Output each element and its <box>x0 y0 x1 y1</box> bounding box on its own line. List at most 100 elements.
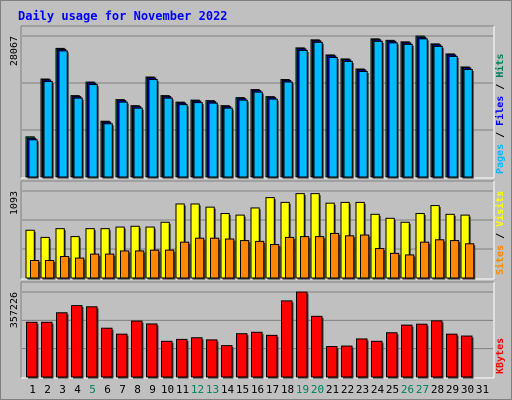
x-tick-label-1: 1 <box>29 383 36 396</box>
bar-kbytes-23 <box>356 338 369 379</box>
legend-text-sites-visits: Sites / Visits <box>494 191 506 275</box>
bar-pages-13 <box>208 102 219 179</box>
bar-kbytes-19-face <box>296 291 308 378</box>
bar-sites-12 <box>195 237 206 280</box>
x-tick-label-7: 7 <box>119 383 126 396</box>
bar-pages-1 <box>28 139 39 179</box>
bar-sites-27-face <box>420 241 430 279</box>
y-max-label-pages-files-hits: 28067 <box>9 36 20 66</box>
bar-pages-30-face <box>463 68 473 178</box>
bar-kbytes-14 <box>221 345 234 379</box>
panel-pages-files-hits: 28067 <box>9 25 495 179</box>
bar-sites-8 <box>135 250 146 280</box>
bar-kbytes-7 <box>116 333 129 379</box>
bar-sites-26 <box>405 254 416 280</box>
bar-sites-1-face <box>30 259 40 279</box>
x-tick-label-16: 16 <box>251 383 264 396</box>
x-tick-label-25: 25 <box>386 383 399 396</box>
bar-sites-3 <box>60 256 71 280</box>
bar-pages-11 <box>178 104 189 179</box>
bar-kbytes-2 <box>41 321 54 379</box>
bar-pages-19-face <box>298 49 308 178</box>
legend-sites-visits: Sites / Visits <box>494 191 506 275</box>
legend-kbytes: KBytes <box>495 338 506 374</box>
legend-separator: / <box>495 78 506 96</box>
bar-kbytes-18-face <box>281 300 293 378</box>
bar-pages-10-face <box>163 97 173 178</box>
bar-kbytes-9-face <box>146 323 158 378</box>
bar-sites-15 <box>240 240 251 280</box>
bar-sites-24-face <box>375 248 385 279</box>
x-tick-label-27: 27 <box>416 383 429 396</box>
bar-pages-21-face <box>328 56 338 178</box>
bar-kbytes-30 <box>461 335 474 379</box>
x-tick-label-2: 2 <box>44 383 51 396</box>
bar-kbytes-26-face <box>401 324 413 378</box>
bar-sites-30-face <box>465 243 475 279</box>
bar-kbytes-3 <box>56 312 69 379</box>
bar-sites-15-face <box>240 240 250 279</box>
x-tick-label-24: 24 <box>371 383 385 396</box>
x-tick-label-5: 5 <box>89 383 96 396</box>
bar-pages-12 <box>193 102 204 179</box>
bar-kbytes-11-face <box>176 338 188 378</box>
x-tick-label-23: 23 <box>356 383 369 396</box>
bar-pages-27-face <box>418 38 428 178</box>
x-tick-label-21: 21 <box>326 383 339 396</box>
bar-sites-25-face <box>390 252 400 279</box>
bar-kbytes-19 <box>296 291 309 379</box>
x-tick-label-31: 31 <box>476 383 489 396</box>
bar-kbytes-5-face <box>86 306 98 378</box>
bar-sites-18 <box>285 236 296 280</box>
bar-pages-24 <box>373 40 384 179</box>
bar-kbytes-21 <box>326 346 339 379</box>
bar-kbytes-6 <box>101 327 114 379</box>
bar-pages-27 <box>418 38 429 179</box>
bar-kbytes-16 <box>251 331 264 379</box>
bar-sites-18-face <box>285 236 295 279</box>
bar-sites-7-face <box>120 250 130 279</box>
bar-pages-23 <box>358 71 369 179</box>
bar-sites-19-face <box>300 236 310 279</box>
bar-kbytes-15 <box>236 333 249 379</box>
bar-sites-16-face <box>255 240 265 279</box>
bar-pages-17 <box>268 98 279 179</box>
bar-pages-26-face <box>403 43 413 178</box>
chart-title: Daily usage for November 2022 <box>18 9 228 23</box>
bar-kbytes-25-face <box>386 332 398 378</box>
bar-pages-18-face <box>283 81 293 178</box>
bar-sites-9-face <box>150 249 160 279</box>
bar-pages-24-face <box>373 40 383 178</box>
bar-sites-2-face <box>45 259 55 279</box>
bar-pages-6 <box>103 123 114 179</box>
bar-kbytes-29 <box>446 333 459 379</box>
bar-pages-26 <box>403 43 414 179</box>
bar-sites-24 <box>375 248 386 280</box>
x-tick-label-20: 20 <box>311 383 324 396</box>
bar-kbytes-20-face <box>311 315 323 378</box>
bar-kbytes-24-face <box>371 340 383 378</box>
bar-kbytes-27 <box>416 323 429 379</box>
bar-sites-22-face <box>345 235 355 279</box>
bar-pages-4 <box>73 97 84 179</box>
x-tick-label-22: 22 <box>341 383 354 396</box>
bar-sites-20-face <box>315 236 325 279</box>
legend-separator: / <box>495 126 506 144</box>
x-tick-label-15: 15 <box>236 383 249 396</box>
bar-sites-4-face <box>75 257 85 279</box>
panel-kbytes: 357226 <box>9 281 495 379</box>
bar-kbytes-5 <box>86 306 99 379</box>
bar-kbytes-17 <box>266 334 279 379</box>
x-tick-label-4: 4 <box>74 383 81 396</box>
x-tick-label-29: 29 <box>446 383 459 396</box>
bar-sites-30 <box>465 243 476 280</box>
x-tick-label-6: 6 <box>104 383 111 396</box>
bar-pages-25 <box>388 42 399 179</box>
y-max-label-sites-visits: 1093 <box>9 191 20 215</box>
bar-sites-14 <box>225 238 236 280</box>
bar-kbytes-18 <box>281 300 294 379</box>
bar-kbytes-10-face <box>161 340 173 378</box>
bar-pages-8 <box>133 107 144 179</box>
bar-kbytes-16-face <box>251 331 263 378</box>
bar-sites-10-face <box>165 249 175 279</box>
